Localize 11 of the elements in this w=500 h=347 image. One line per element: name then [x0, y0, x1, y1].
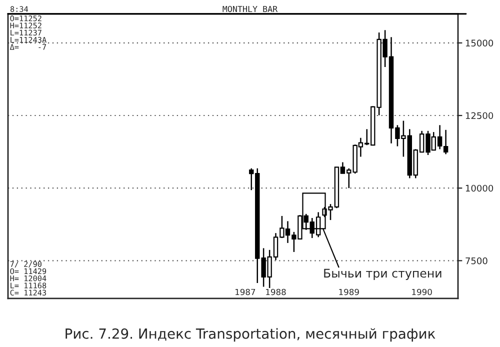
x-tick-label: 1987 [236, 288, 256, 296]
annotation: Бычьи три ступени [324, 268, 442, 280]
chart-title: MONTHLY BAR [222, 6, 278, 12]
y-tick-label: 10000 [466, 184, 494, 192]
x-tick-label: 1988 [266, 288, 286, 296]
x-tick-label: 1990 [412, 288, 432, 296]
text: Рис. 7.29. Индекс Transportation, месячный график [66, 328, 436, 342]
y-tick-label: 7500 [466, 257, 488, 264]
y-tick-label: 15000 [466, 40, 494, 46]
x-tick-label: 1989 [339, 288, 359, 296]
y-tick-label: 12500 [466, 112, 494, 120]
